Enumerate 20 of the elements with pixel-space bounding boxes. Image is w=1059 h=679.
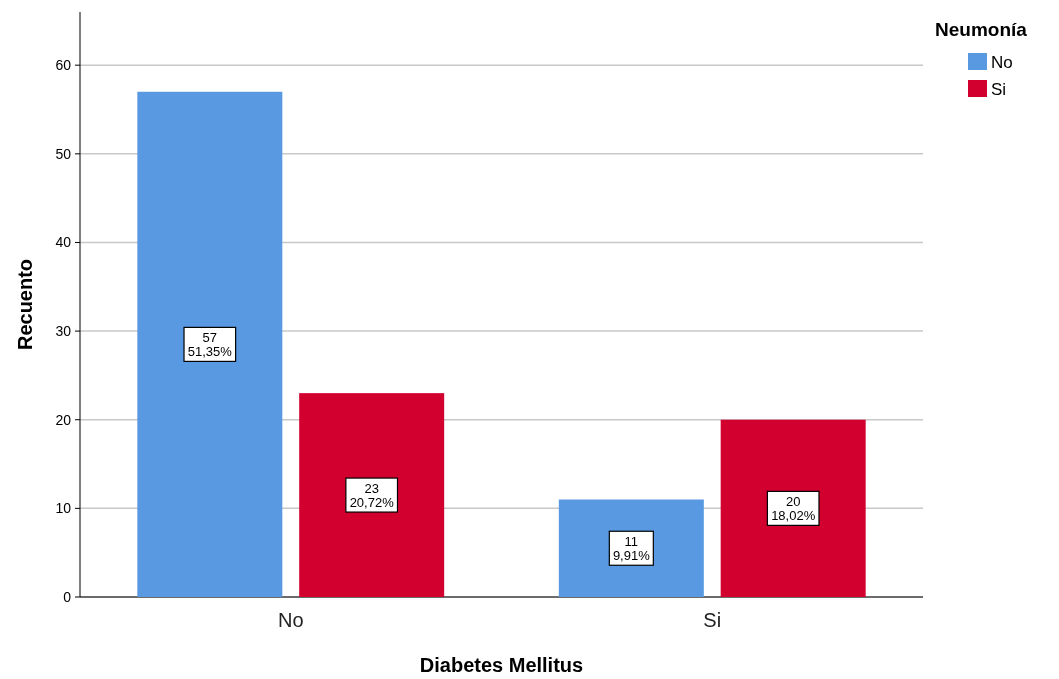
y-tick-label: 30 (55, 322, 72, 339)
legend-title: Neumonía (935, 19, 1028, 40)
data-label: 23 20,72% (349, 480, 395, 510)
y-tick-label: 0 (63, 588, 72, 605)
data-label: 20 18,02% (771, 493, 816, 523)
data-label: 57 51,35% (187, 329, 233, 359)
legend-label: Si (991, 79, 1007, 99)
bar (137, 91, 283, 597)
bar (299, 393, 445, 597)
y-tick-label: 50 (55, 145, 72, 162)
y-tick-label: 10 (55, 500, 72, 517)
data-label: 11 9,91% (612, 533, 651, 563)
bar (558, 499, 704, 597)
x-axis-title: Diabetes Mellitus (419, 654, 584, 676)
y-tick-label: 60 (55, 57, 72, 74)
legend-label: No (991, 52, 1013, 72)
bar (720, 419, 866, 597)
y-axis-title: Recuento (14, 258, 36, 351)
y-tick-label: 40 (55, 234, 72, 251)
y-tick-label: 20 (55, 411, 72, 428)
